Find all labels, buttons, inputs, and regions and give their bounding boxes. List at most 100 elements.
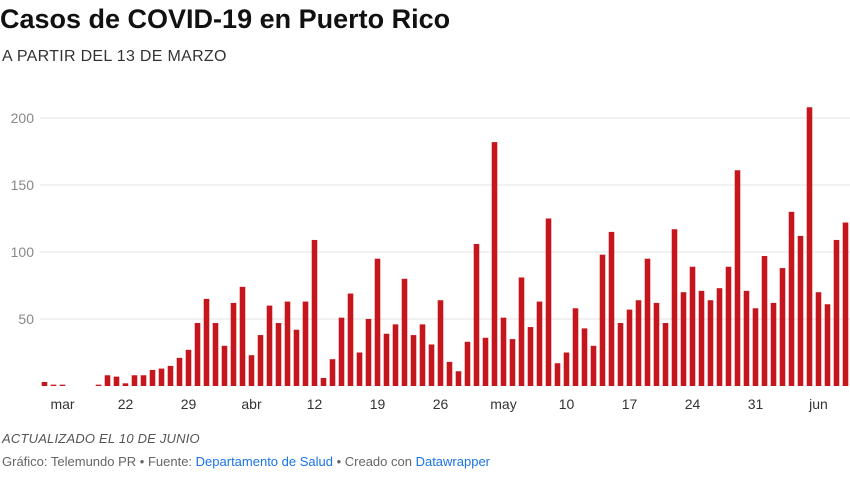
bar [158,368,165,386]
bar [707,300,714,386]
bar [464,341,471,386]
bar [302,301,309,386]
x-tick-label: 31 [748,396,764,412]
bar [104,375,111,386]
bar [689,266,696,386]
x-tick-label: 17 [622,396,638,412]
x-tick-label: 19 [370,396,386,412]
y-tick-label: 100 [11,244,35,260]
bar [401,278,408,386]
chart-title: Casos de COVID-19 en Puerto Rico [0,4,451,34]
y-tick-label: 50 [18,311,34,327]
bar [824,304,831,386]
bar [482,337,489,386]
footer-separator: • [136,454,148,469]
updated-note: ACTUALIZADO EL 10 DE JUNIO [2,431,200,446]
x-tick-label: may [490,396,516,412]
bar [113,376,120,386]
bar [653,302,660,386]
bar [410,335,417,386]
source-link[interactable]: Departamento de Salud [195,454,333,469]
x-tick-label: mar [50,396,74,412]
bar [383,333,390,386]
bar [365,319,372,386]
bar [572,308,579,386]
bar [671,229,678,386]
bar [347,293,354,386]
bar [131,375,138,386]
x-tick-label: 22 [118,396,134,412]
bar [329,359,336,386]
chart-subtitle: A PARTIR DEL 13 DE MARZO [2,48,227,65]
bar [338,317,345,386]
bar [176,357,183,386]
bar [698,290,705,386]
x-tick-label: 10 [559,396,575,412]
bar [545,218,552,386]
bar [266,305,273,386]
x-tick-label: 29 [181,396,197,412]
bar [581,328,588,386]
x-tick-label: 26 [433,396,449,412]
bar [536,301,543,386]
bar [185,349,192,386]
bar [248,355,255,386]
bar [473,243,480,386]
bar [725,266,732,386]
bar [743,290,750,386]
bar [626,309,633,386]
y-tick-label: 150 [11,177,35,193]
bar [752,308,759,386]
bar [599,254,606,386]
bar [635,300,642,386]
bar [230,302,237,386]
bar [797,235,804,386]
bar [806,107,813,386]
bar [41,381,48,386]
bar [212,323,219,386]
bar [518,277,525,386]
bar [734,170,741,386]
bar [221,345,228,386]
footer-separator: • [332,454,345,469]
bar [419,324,426,386]
bar [239,286,246,386]
bar [815,292,822,386]
y-tick-label: 200 [11,110,35,126]
bar [590,345,597,386]
bar [770,302,777,386]
bar [95,384,102,386]
bar [122,383,129,386]
bar [446,361,453,386]
bar [563,352,570,386]
bar [527,327,534,386]
bar [608,231,615,386]
source-label: Fuente: [147,454,196,469]
bar [257,335,264,386]
bar [455,371,462,386]
bar [392,324,399,386]
bar [140,375,147,386]
bar [662,323,669,386]
x-tick-label: 24 [685,396,701,412]
bar [50,384,57,386]
bar [311,239,318,386]
bar [716,288,723,386]
bar [644,258,651,386]
bar [275,323,282,386]
bar [167,365,174,386]
x-tick-label: abr [241,396,262,412]
bar [788,211,795,386]
bar [437,300,444,386]
bar [617,323,624,386]
bar [833,239,840,386]
bar [779,268,786,386]
bar [500,317,507,386]
bar [194,323,201,386]
datawrapper-link[interactable]: Datawrapper [415,454,491,469]
bar [428,344,435,386]
graphic-credit: Gráfico: Telemundo PR [2,454,137,469]
bar [293,329,300,386]
bar [554,363,561,386]
